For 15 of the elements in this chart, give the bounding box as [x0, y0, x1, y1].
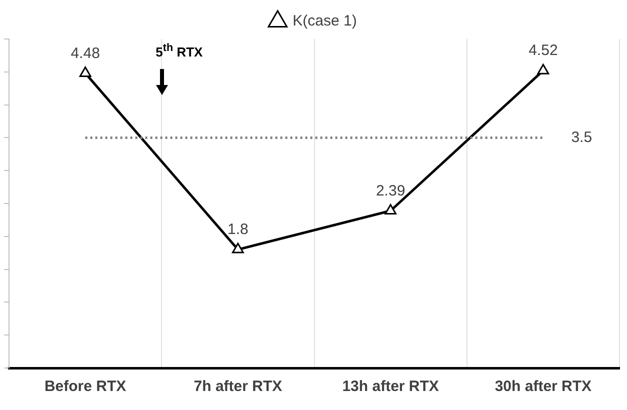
annotation: 5$^{th}$ RTX — [156, 42, 203, 60]
point — [384, 204, 397, 214]
x-tick-label: Before RTX — [44, 378, 126, 396]
point — [232, 242, 244, 254]
x-tick-label: 13h after RTX — [342, 378, 439, 396]
data-label: 2.39 — [376, 182, 406, 200]
data-label: 1.8 — [228, 221, 248, 238]
point — [537, 64, 550, 74]
point — [79, 66, 92, 77]
x-tick-label: 7h after RTX — [194, 378, 282, 396]
legend-label: K(case 1) — [292, 12, 357, 30]
data-label: 4.52 — [528, 42, 558, 60]
x-tick-label: 30h after RTX — [494, 378, 592, 396]
data-label: 4.48 — [70, 44, 100, 62]
ref-line-label: 3.5 — [571, 128, 592, 146]
